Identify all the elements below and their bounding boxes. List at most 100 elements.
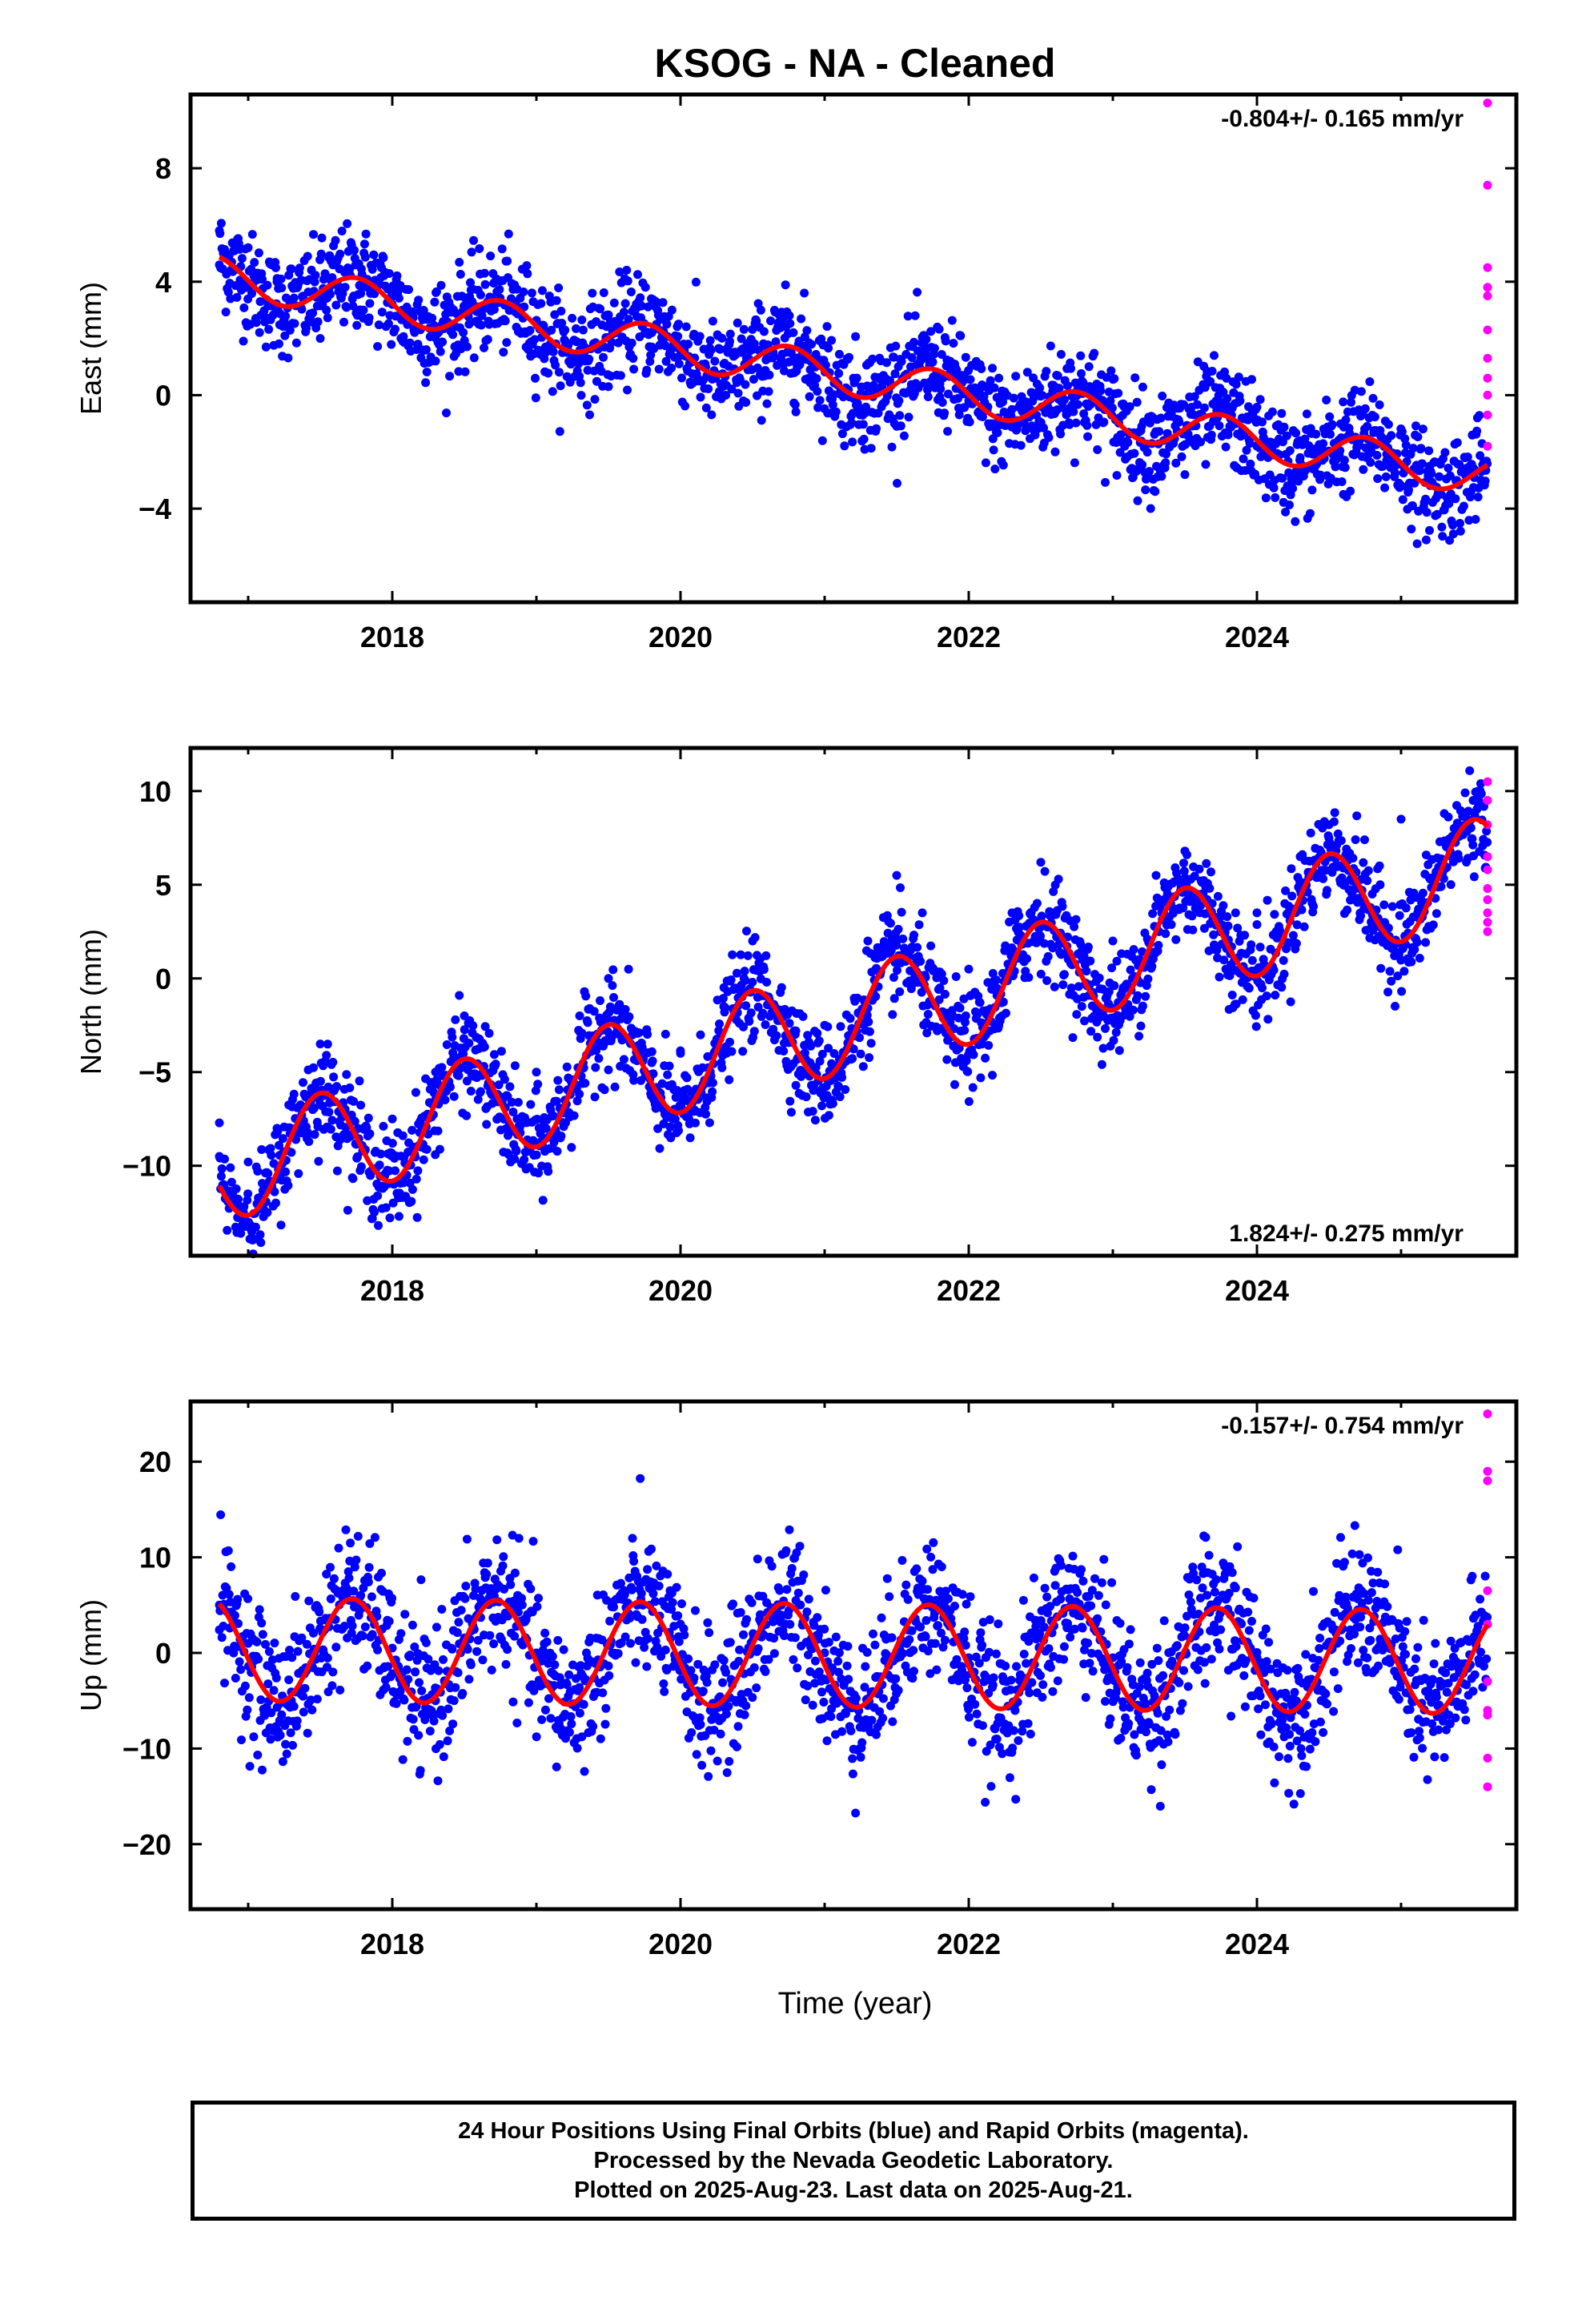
north-final-point <box>243 1157 253 1167</box>
north-final-point <box>856 1049 865 1059</box>
east-final-point <box>640 283 650 292</box>
east-final-point <box>576 378 585 388</box>
east-final-point <box>717 333 727 343</box>
north-final-point <box>975 998 985 1007</box>
up-final-point <box>742 1614 751 1624</box>
up-final-point <box>510 1568 520 1578</box>
east-final-point <box>582 400 592 410</box>
north-final-point <box>575 1089 584 1099</box>
east-final-point <box>331 235 340 245</box>
up-final-point <box>713 1756 722 1766</box>
north-final-point <box>1375 880 1385 890</box>
up-final-point <box>414 1731 424 1740</box>
north-final-point <box>951 972 961 981</box>
east-final-point <box>311 271 320 280</box>
east-final-point <box>310 277 319 287</box>
east-final-point <box>1359 464 1368 474</box>
north-x-tick-label: 2020 <box>648 1274 713 1307</box>
north-final-point <box>647 1058 656 1068</box>
north-final-point <box>289 1089 299 1099</box>
east-final-point <box>1093 445 1102 454</box>
east-final-point <box>576 391 586 400</box>
north-final-point <box>510 1061 520 1071</box>
east-final-point <box>327 273 337 283</box>
east-final-point <box>1091 420 1101 429</box>
north-final-point <box>1262 991 1271 1001</box>
east-final-point <box>335 249 345 259</box>
east-final-point <box>623 385 632 395</box>
north-final-point <box>374 1220 383 1230</box>
east-final-point <box>502 338 512 348</box>
north-final-point <box>732 968 741 978</box>
east-final-point <box>1300 434 1310 444</box>
east-final-point <box>523 269 532 279</box>
east-final-point <box>1356 387 1366 396</box>
east-final-point <box>348 301 358 311</box>
north-final-point <box>1148 909 1158 919</box>
north-final-point <box>440 1096 450 1104</box>
east-final-point <box>384 269 394 278</box>
up-final-orbit-points <box>215 1474 1492 1818</box>
up-final-point <box>753 1554 762 1564</box>
east-final-point <box>1372 451 1382 460</box>
north-final-point <box>1286 997 1295 1007</box>
up-final-point <box>286 1728 295 1738</box>
north-final-point <box>738 1047 748 1056</box>
up-final-point <box>255 1605 264 1614</box>
north-final-point <box>1465 766 1475 775</box>
east-final-point <box>1193 400 1202 409</box>
east-final-point <box>360 252 370 262</box>
up-final-point <box>449 1696 459 1706</box>
up-final-point <box>769 1649 779 1659</box>
east-x-tick-label: 2020 <box>648 621 713 653</box>
up-final-point <box>278 1757 287 1767</box>
up-y-axis-label: Up (mm) <box>74 1599 107 1711</box>
north-final-point <box>1454 854 1464 863</box>
east-final-point <box>1138 382 1147 392</box>
east-final-point <box>815 396 825 405</box>
east-final-point <box>837 429 847 439</box>
east-final-point <box>1022 368 1032 377</box>
east-rapid-point <box>1483 325 1492 335</box>
north-final-point <box>1415 954 1424 963</box>
up-final-point <box>636 1474 645 1483</box>
north-final-point <box>1111 1027 1121 1037</box>
east-final-point <box>1039 423 1048 432</box>
north-final-point <box>1418 888 1427 898</box>
north-y-tick-label: 5 <box>155 869 171 902</box>
north-final-point <box>745 1016 754 1026</box>
east-final-point <box>1090 348 1099 358</box>
east-final-point <box>949 339 958 348</box>
up-final-point <box>528 1537 538 1546</box>
north-final-point <box>503 1092 512 1101</box>
east-final-point <box>762 399 772 408</box>
north-final-point <box>1412 938 1422 947</box>
north-final-point <box>278 1134 287 1144</box>
north-final-point <box>294 1169 303 1178</box>
north-final-point <box>544 1167 553 1176</box>
east-final-point <box>1383 420 1393 429</box>
north-final-point <box>885 919 895 928</box>
north-final-point <box>1255 943 1265 952</box>
east-final-point <box>462 342 472 352</box>
east-final-point <box>1295 452 1305 462</box>
up-final-point <box>307 1705 317 1715</box>
east-final-point <box>923 392 933 401</box>
east-final-point <box>681 322 691 332</box>
up-final-point <box>749 1663 759 1672</box>
up-final-point <box>405 1651 415 1660</box>
north-final-point <box>725 1037 734 1047</box>
east-y-axis-label: East (mm) <box>74 282 107 415</box>
up-final-point <box>240 1681 250 1691</box>
east-final-point <box>868 354 877 364</box>
east-final-point <box>1267 407 1277 416</box>
north-final-point <box>496 1047 506 1056</box>
east-final-point <box>1256 452 1266 461</box>
up-final-point <box>425 1727 435 1736</box>
north-final-point <box>1161 929 1170 939</box>
east-final-point <box>295 263 304 273</box>
up-final-point <box>237 1735 246 1745</box>
up-final-point <box>692 1750 701 1759</box>
north-final-point <box>728 950 737 959</box>
north-final-point <box>1036 858 1046 867</box>
